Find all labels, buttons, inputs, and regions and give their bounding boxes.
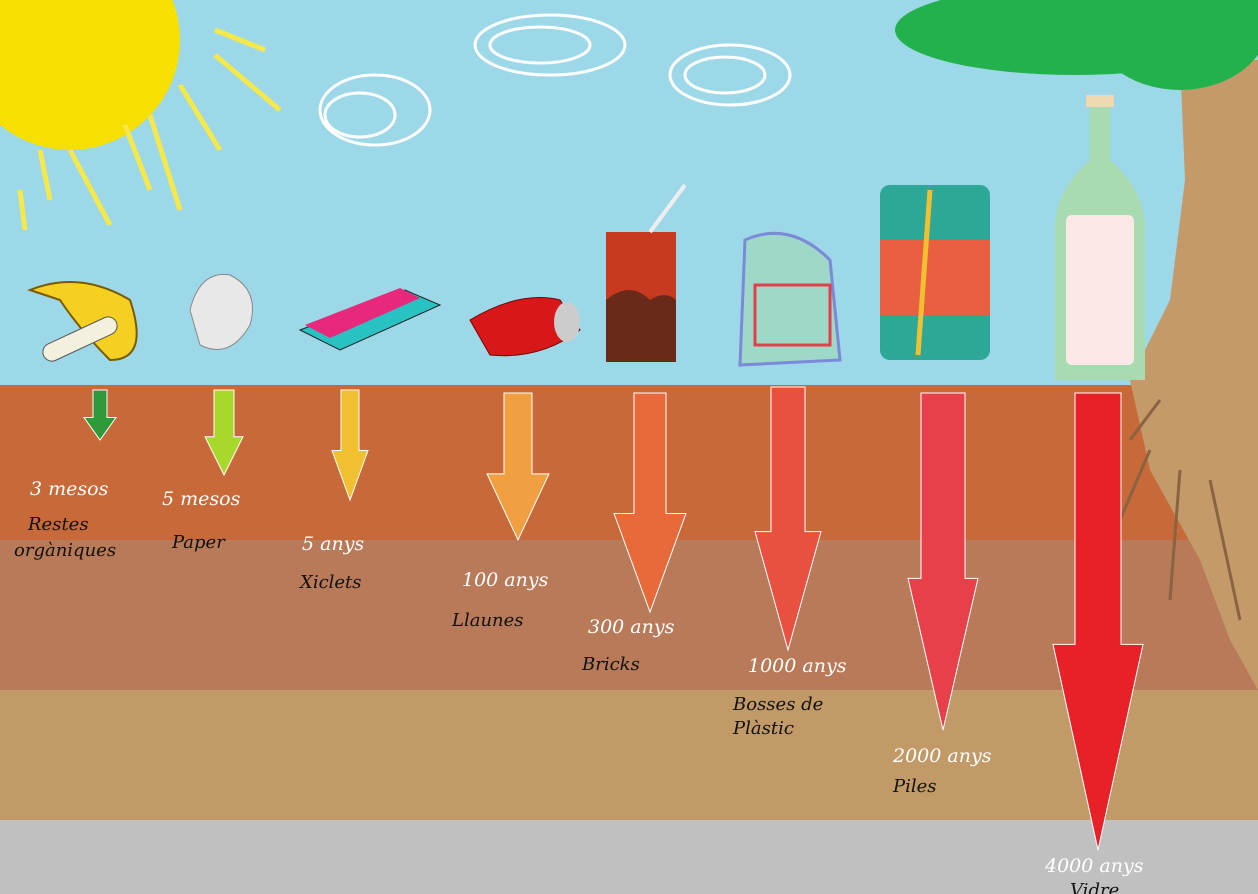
decomposition-time: 1000 anys xyxy=(748,655,847,677)
item-name: Piles xyxy=(892,776,937,797)
decomposition-time: 2000 anys xyxy=(892,745,992,767)
decomposition-time: 5 anys xyxy=(302,533,364,555)
item-name: Bricks xyxy=(581,654,640,675)
page: 3 mesosRestesorgàniques5 mesosPaper5 any… xyxy=(0,0,1258,894)
item-name: Llaunes xyxy=(451,610,524,631)
decomposition-time: 100 anys xyxy=(462,569,549,591)
item-name: Xiclets xyxy=(298,572,362,593)
item-name: Vidre xyxy=(1070,880,1119,894)
illustration: 3 mesosRestesorgàniques5 mesosPaper5 any… xyxy=(0,0,1258,894)
decomposition-time: 3 mesos xyxy=(30,478,109,500)
item-name: Paper xyxy=(171,532,226,553)
decomposition-time: 300 anys xyxy=(588,616,675,638)
decomposition-time: 4000 anys xyxy=(1044,855,1144,877)
battery xyxy=(880,185,990,360)
decomposition-time: 5 mesos xyxy=(162,488,241,510)
